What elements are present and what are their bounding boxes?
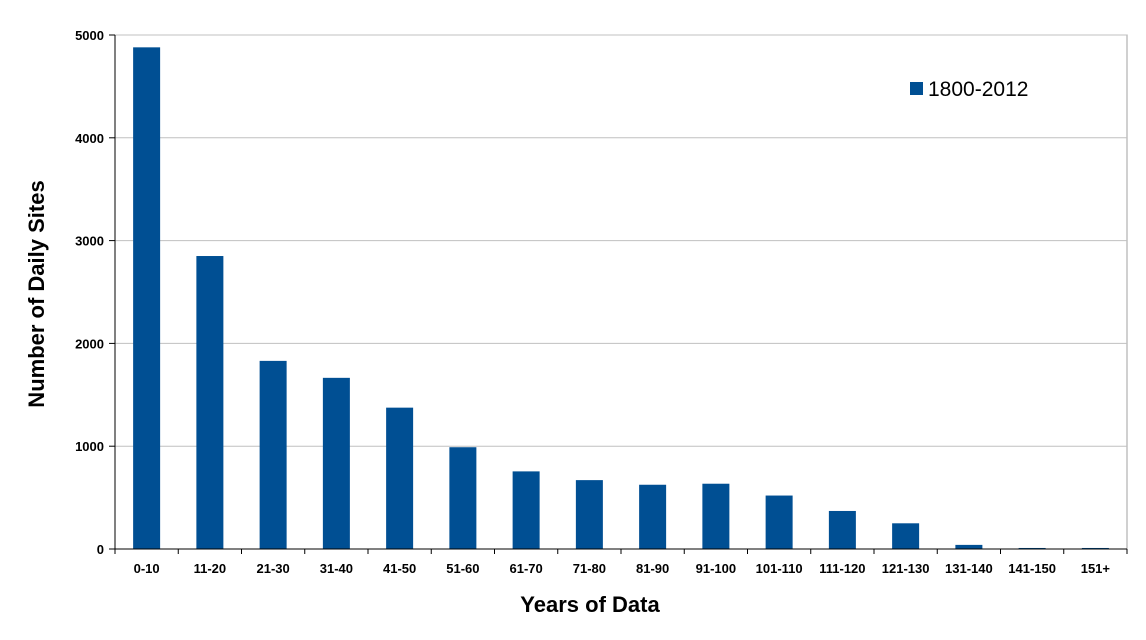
y-axis-title: Number of Daily Sites bbox=[24, 180, 49, 407]
bar-71-80 bbox=[575, 480, 603, 549]
x-tick-label: 51-60 bbox=[446, 561, 479, 576]
x-tick-label: 0-10 bbox=[134, 561, 160, 576]
legend-swatch bbox=[910, 82, 923, 95]
legend-label: 1800-2012 bbox=[928, 78, 1028, 101]
axes bbox=[109, 34, 1128, 554]
x-tick-label: 111-120 bbox=[819, 561, 865, 576]
x-tick-label: 121-130 bbox=[882, 561, 930, 576]
y-tick-label: 4000 bbox=[75, 131, 104, 146]
y-tick-labels: 0 1000 2000 3000 4000 5000 bbox=[75, 28, 104, 557]
bar-61-70 bbox=[512, 471, 540, 549]
bar-131-140 bbox=[955, 544, 983, 549]
y-tick-label: 5000 bbox=[75, 28, 104, 43]
x-tick-label: 21-30 bbox=[257, 561, 290, 576]
x-tick-label: 61-70 bbox=[510, 561, 543, 576]
bar-51-60 bbox=[449, 447, 477, 549]
x-tick-label: 81-90 bbox=[636, 561, 669, 576]
x-axis-title: Years of Data bbox=[520, 592, 660, 617]
y-tick-label: 0 bbox=[97, 542, 104, 557]
x-tick-label: 41-50 bbox=[383, 561, 416, 576]
x-tick-label: 101-110 bbox=[756, 561, 803, 576]
bar-121-130 bbox=[892, 523, 920, 549]
y-tick-label: 1000 bbox=[75, 439, 104, 454]
legend: 1800-2012 bbox=[910, 78, 1028, 101]
x-tick-label: 31-40 bbox=[320, 561, 353, 576]
x-tick-label: 91-100 bbox=[696, 561, 736, 576]
bar-141-150 bbox=[1018, 547, 1046, 549]
bar-41-50 bbox=[386, 407, 414, 549]
x-tick-label: 11-20 bbox=[194, 561, 227, 576]
y-tick-label: 3000 bbox=[75, 234, 104, 249]
bar-31-40 bbox=[322, 377, 350, 549]
x-tick-label: 151+ bbox=[1081, 561, 1111, 576]
bar-0-10 bbox=[133, 47, 161, 549]
bar-111-120 bbox=[828, 510, 856, 549]
bar-101-110 bbox=[765, 495, 793, 549]
bar-21-30 bbox=[259, 360, 287, 549]
bar-91-100 bbox=[702, 483, 730, 549]
x-tick-labels: 0-10 11-20 21-30 31-40 41-50 51-60 61-70 71-80 8… bbox=[134, 561, 1111, 576]
x-tick-label: 131-140 bbox=[945, 561, 993, 576]
x-tick-label: 71-80 bbox=[573, 561, 606, 576]
x-tick-label: 141-150 bbox=[1008, 561, 1056, 576]
bars bbox=[133, 47, 1109, 549]
bar-81-90 bbox=[639, 484, 667, 549]
bar-11-20 bbox=[196, 256, 224, 549]
y-tick-label: 2000 bbox=[75, 336, 104, 351]
bar-151+ bbox=[1081, 547, 1109, 549]
